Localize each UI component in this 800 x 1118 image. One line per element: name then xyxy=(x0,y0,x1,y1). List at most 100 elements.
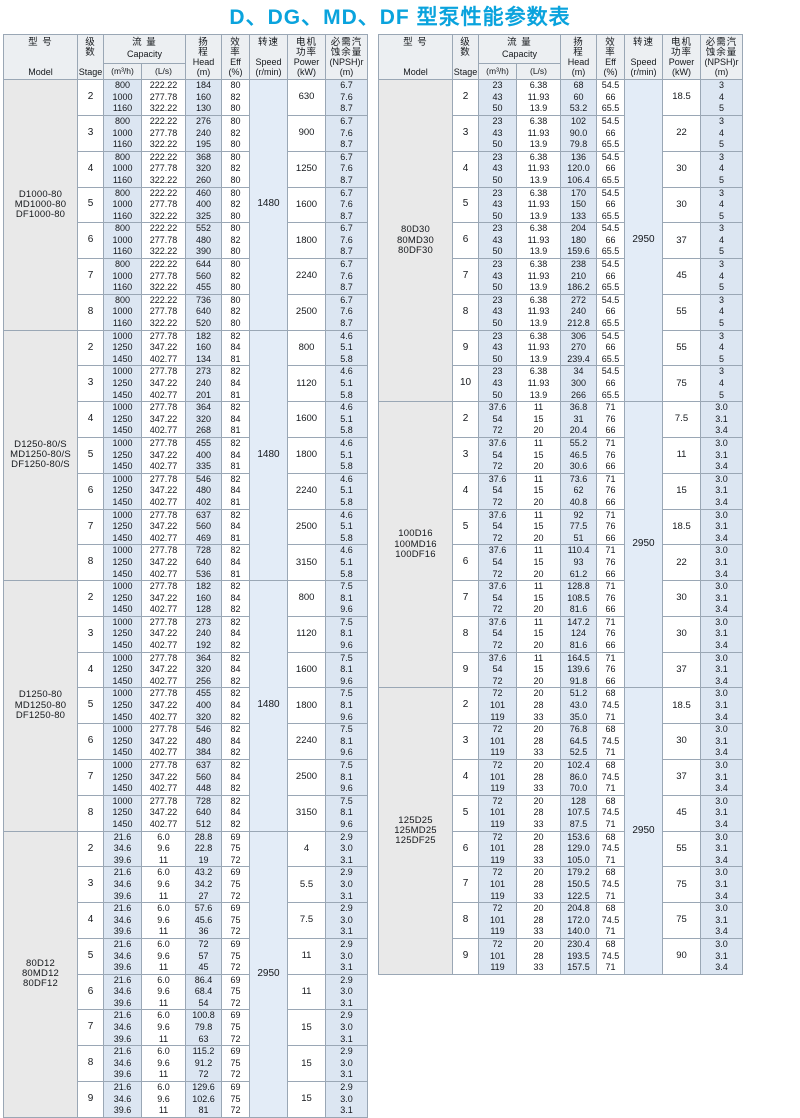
eff-cell: 68 74.5 71 xyxy=(596,723,625,760)
stage-cell: 6 xyxy=(77,222,104,260)
capacity-m3h-cell: 800 1000 1160 xyxy=(103,293,142,331)
power-cell: 15 xyxy=(287,1009,326,1047)
capacity-m3h-cell: 23 43 50 xyxy=(478,114,517,152)
head-cell: 182 160 128 xyxy=(185,580,222,617)
capacity-ls-cell: 6.38 11.93 13.9 xyxy=(516,293,561,331)
capacity-ls-cell: 6.0 9.6 11 xyxy=(141,902,186,939)
head-cell: 128.8 108.5 81.6 xyxy=(560,580,597,617)
power-cell: 800 xyxy=(287,329,326,367)
capacity-ls-cell: 277.78 347.22 402.77 xyxy=(141,544,186,582)
table-row: 6 72 101 119 20 28 33 153.6 129.0 105.0 68 74.5 71 55… xyxy=(379,830,743,868)
eff-cell: 71 76 66 xyxy=(596,401,625,438)
capacity-ls-cell: 6.0 9.6 11 xyxy=(141,1009,186,1047)
eff-cell: 69 75 72 xyxy=(221,937,250,975)
power-cell: 2500 xyxy=(287,759,326,796)
table-row: 125D25 125MD25 125DF25 2 72 101 119 20 28 33 51.2 4… xyxy=(378,687,743,975)
head-cell: 637 560 469 xyxy=(185,508,222,546)
capacity-ls-cell: 277.78 347.22 402.77 xyxy=(141,329,186,367)
power-cell: 900 xyxy=(287,114,326,152)
col-header-npsh: 必需汽 蚀余量 (NPSH)r (m) xyxy=(325,33,368,81)
eff-cell: 80 82 80 xyxy=(221,150,250,188)
model-name: 80MD30 xyxy=(396,234,435,246)
capacity-ls-cell: 6.0 9.6 11 xyxy=(141,973,186,1011)
table-row: 8 72 101 119 20 28 33 204.8 172.0 140.0 68 74.5 71 75… xyxy=(379,902,743,939)
capacity-m3h-cell: 21.6 34.6 39.6 xyxy=(103,866,142,904)
stage-cell: 3 xyxy=(77,866,104,904)
capacity-ls-cell: 6.38 11.93 13.9 xyxy=(516,329,561,367)
model-name: 80D30 xyxy=(401,224,430,236)
eff-cell: 68 74.5 71 xyxy=(596,794,625,832)
stage-cell: 9 xyxy=(77,1081,104,1118)
table-row: 4 1000 1250 1450 277.78 347.22 402.77 364 320 268… xyxy=(4,401,368,438)
stage-cell: 5 xyxy=(452,186,479,224)
model-name: 100DF16 xyxy=(395,548,436,560)
stage-cell: 2 xyxy=(452,79,479,116)
head-cell: 637 560 448 xyxy=(185,759,222,796)
stage-cell: 8 xyxy=(77,544,104,582)
npsh-cell: 3.0 3.1 3.4 xyxy=(700,794,743,832)
head-cell: 728 640 512 xyxy=(185,794,222,832)
capacity-ls-cell: 222.22 277.78 322.22 xyxy=(141,293,186,331)
speed-cell: 1480 xyxy=(249,79,288,331)
eff-cell: 82 84 81 xyxy=(221,436,250,474)
capacity-ls-cell: 277.78 347.22 402.77 xyxy=(141,615,186,653)
capacity-m3h-cell: 37.6 54 72 xyxy=(478,436,517,474)
npsh-cell: 3.0 3.1 3.4 xyxy=(700,866,743,904)
stage-cell: 6 xyxy=(77,472,104,510)
eff-cell: 54.5 66 65.5 xyxy=(596,186,625,224)
head-cell: 455 400 335 xyxy=(185,436,222,474)
table-row: 7 800 1000 1160 222.22 277.78 322.22 644 560 455 8… xyxy=(4,258,368,295)
capacity-m3h-cell: 21.6 34.6 39.6 xyxy=(103,830,142,868)
npsh-cell: 4.6 5.1 5.8 xyxy=(325,544,368,582)
npsh-cell: 4.6 5.1 5.8 xyxy=(325,365,368,403)
model-name: 80MD12 xyxy=(21,968,60,980)
npsh-cell: 7.5 8.1 9.6 xyxy=(325,687,368,725)
capacity-m3h-cell: 72 101 119 xyxy=(478,937,517,975)
eff-cell: 80 82 80 xyxy=(221,79,250,116)
table-row: 4 800 1000 1160 222.22 277.78 322.22 368 320 260 8… xyxy=(4,150,368,188)
stage-cell: 5 xyxy=(452,794,479,832)
capacity-m3h-cell: 1000 1250 1450 xyxy=(103,794,142,832)
eff-cell: 69 75 72 xyxy=(221,866,250,904)
capacity-ls-cell: 6.38 11.93 13.9 xyxy=(516,150,561,188)
eff-cell: 54.5 66 65.5 xyxy=(596,222,625,260)
npsh-cell: 7.5 8.1 9.6 xyxy=(325,759,368,796)
head-cell: 179.2 150.5 122.5 xyxy=(560,866,597,904)
npsh-cell: 7.5 8.1 9.6 xyxy=(325,794,368,832)
table-row: 3 21.6 34.6 39.6 6.0 9.6 11 43.2 34.2 27 69 75 72 5.5… xyxy=(4,866,368,904)
eff-cell: 69 75 72 xyxy=(221,830,250,868)
table-row: 9 37.6 54 72 11 15 20 164.5 139.6 91.8 71 76 66 37 3.0… xyxy=(379,651,743,689)
power-cell: 2240 xyxy=(287,723,326,760)
col-header-power: 电机 功率 Power (kW) xyxy=(662,33,701,81)
table-row: D1000-80 MD1000-80 DF1000-80 2 800 1000 1160 22… xyxy=(3,79,368,331)
page-title: D、DG、MD、DF 型泵性能参数表 xyxy=(229,6,571,29)
table-row: 4 21.6 34.6 39.6 6.0 9.6 11 57.6 45.6 36 69 75 72 7.5… xyxy=(4,902,368,939)
npsh-cell: 7.5 8.1 9.6 xyxy=(325,651,368,689)
col-header-speed: 转速 Speed (r/min) xyxy=(624,33,663,81)
pump-performance-table-left: 型 号 Model 级数 Stage 流 量 Capacity 扬程 Head (m) 效率 Eff… xyxy=(3,33,368,1118)
npsh-cell: 2.9 3.0 3.1 xyxy=(325,1081,368,1118)
pump-performance-table-right: 型 号 Model 级数 Stage 流 量 Capacity 扬程 Head (m) 效率 Eff… xyxy=(378,33,743,975)
col-header-efficiency: 效率 Eff (%) xyxy=(596,33,625,81)
npsh-cell: 4.6 5.1 5.8 xyxy=(325,329,368,367)
capacity-ls-cell: 20 28 33 xyxy=(516,687,561,725)
npsh-cell: 3.0 3.1 3.4 xyxy=(700,436,743,474)
head-cell: 164.5 139.6 91.8 xyxy=(560,651,597,689)
stage-cell: 6 xyxy=(452,830,479,868)
eff-cell: 54.5 66 65.5 xyxy=(596,79,625,116)
head-cell: 136 120.0 106.4 xyxy=(560,150,597,188)
model-name: 125D25 xyxy=(398,814,433,826)
stage-cell: 3 xyxy=(452,114,479,152)
capacity-m3h-cell: 23 43 50 xyxy=(478,329,517,367)
table-row: 9 72 101 119 20 28 33 230.4 193.5 157.5 68 74.5 71 90… xyxy=(379,937,743,975)
capacity-m3h-cell: 800 1000 1160 xyxy=(103,150,142,188)
col-header-model: 型 号 Model xyxy=(3,33,78,81)
power-cell: 11 xyxy=(662,436,701,474)
eff-cell: 82 84 82 xyxy=(221,615,250,653)
npsh-cell: 2.9 3.0 3.1 xyxy=(325,973,368,1011)
model-cell: D1250-80 MD1250-80 DF1250-80 xyxy=(3,580,78,832)
table-row: 5 1000 1250 1450 277.78 347.22 402.77 455 400 320… xyxy=(4,687,368,725)
head-cell: 36.8 31 20.4 xyxy=(560,401,597,438)
